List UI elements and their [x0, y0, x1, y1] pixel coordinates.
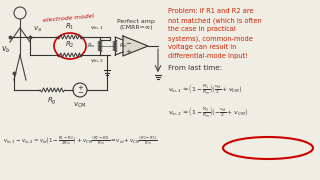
Text: $-$: $-$ — [125, 39, 132, 45]
Polygon shape — [123, 36, 148, 56]
Text: $R_{in}$: $R_{in}$ — [119, 42, 128, 50]
Text: +: + — [77, 85, 83, 91]
Text: $v_{in,1}$: $v_{in,1}$ — [90, 25, 104, 32]
Text: differential-mode input!: differential-mode input! — [168, 53, 248, 59]
Text: −: − — [77, 90, 83, 96]
Text: the case in practical: the case in practical — [168, 26, 236, 32]
Text: $v_{CM}$: $v_{CM}$ — [73, 101, 87, 110]
Text: voltage can result in: voltage can result in — [168, 44, 236, 50]
Text: $R_{in}$: $R_{in}$ — [87, 42, 96, 50]
Text: $v_b$: $v_b$ — [1, 45, 11, 55]
Text: $v_{in,2}$: $v_{in,2}$ — [90, 58, 104, 65]
Text: $R_1$: $R_1$ — [65, 22, 75, 32]
Text: $v_{in,1} - v_{in,2} = v_{id}\!\left(1 - \frac{R_1 - R_2}{2R_{in}}\right) + v_{C: $v_{in,1} - v_{in,2} = v_{id}\!\left(1 -… — [3, 135, 158, 148]
Text: $v_{in,2} \approx \left(1 - \frac{R_2}{R_{in}}\right)\!\left(-\frac{v_{id}}{2} +: $v_{in,2} \approx \left(1 - \frac{R_2}{R… — [168, 105, 248, 119]
Text: $+$: $+$ — [125, 46, 132, 55]
Text: $R_g$: $R_g$ — [47, 95, 57, 107]
Text: electrode model: electrode model — [42, 14, 94, 23]
Text: not matched (which is often: not matched (which is often — [168, 17, 262, 24]
Text: systems), common-mode: systems), common-mode — [168, 35, 253, 42]
Text: $v_{in,1} \approx \left(1 - \frac{R_1}{R_{in}}\right)\!\left(\frac{v_{id}}{2} + : $v_{in,1} \approx \left(1 - \frac{R_1}{R… — [168, 82, 243, 96]
Text: Problem: if R1 and R2 are: Problem: if R1 and R2 are — [168, 8, 254, 14]
Text: Perfect amp
(CMRR=∞): Perfect amp (CMRR=∞) — [117, 19, 155, 30]
Text: From last time:: From last time: — [168, 65, 222, 71]
Text: $R_2$: $R_2$ — [65, 40, 75, 50]
Text: $v_a$: $v_a$ — [33, 25, 42, 34]
